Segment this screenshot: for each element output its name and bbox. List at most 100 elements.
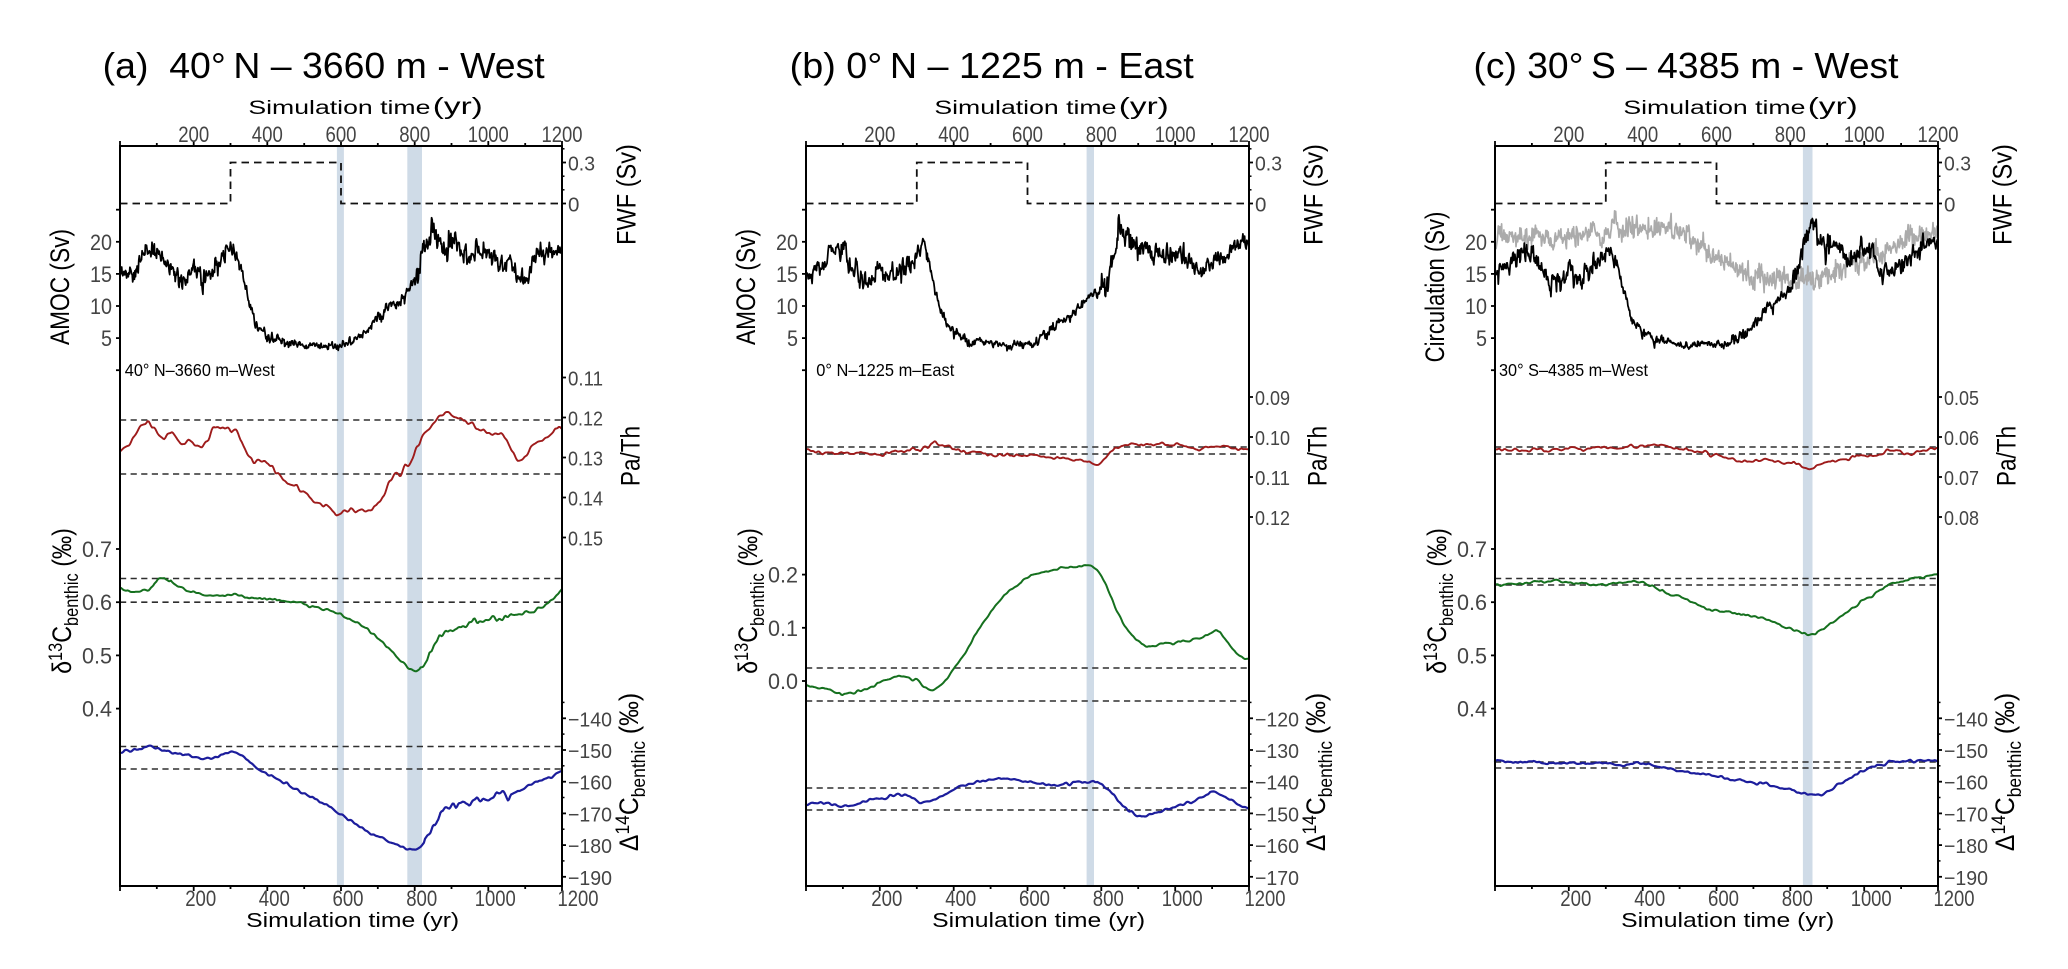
- svg-text:−170: −170: [1255, 867, 1299, 890]
- svg-text:0.06: 0.06: [1944, 427, 1979, 450]
- svg-text:200: 200: [185, 886, 216, 911]
- svg-text:Simulation time (yr): Simulation time (yr): [1621, 910, 1834, 932]
- svg-text:0.14: 0.14: [568, 488, 603, 511]
- svg-text:1000: 1000: [468, 122, 509, 147]
- svg-text:0: 0: [1944, 194, 1955, 217]
- svg-text:0.15: 0.15: [568, 528, 603, 551]
- svg-text:0.3: 0.3: [568, 153, 595, 176]
- svg-text:1200: 1200: [542, 122, 583, 147]
- svg-text:0.1: 0.1: [768, 616, 798, 641]
- svg-text:40° N–3660 m–West: 40° N–3660 m–West: [125, 360, 275, 380]
- svg-text:Simulation time: Simulation time: [248, 98, 430, 119]
- svg-text:200: 200: [1553, 122, 1584, 147]
- svg-text:−140: −140: [1944, 708, 1988, 731]
- svg-text:δ13Cbenthic (‰): δ13Cbenthic (‰): [45, 528, 82, 674]
- svg-text:1200: 1200: [1245, 886, 1286, 911]
- svg-text:20: 20: [776, 230, 798, 255]
- svg-text:0.5: 0.5: [1457, 643, 1487, 668]
- svg-text:0.12: 0.12: [1255, 507, 1290, 530]
- svg-text:0.7: 0.7: [1457, 537, 1487, 562]
- svg-text:−170: −170: [1944, 803, 1988, 826]
- svg-text:400: 400: [252, 122, 283, 147]
- svg-text:0.7: 0.7: [82, 537, 112, 562]
- svg-text:Circulation (Sv): Circulation (Sv): [1421, 212, 1451, 363]
- svg-text:Simulation time: Simulation time: [934, 98, 1116, 119]
- svg-text:200: 200: [864, 122, 895, 147]
- svg-text:−130: −130: [1255, 740, 1299, 763]
- svg-text:0.08: 0.08: [1944, 507, 1979, 530]
- svg-text:800: 800: [1093, 886, 1124, 911]
- svg-text:(c) 30° S – 4385 m - West: (c) 30° S – 4385 m - West: [1474, 45, 1899, 86]
- svg-text:(yr): (yr): [433, 93, 483, 119]
- svg-text:−160: −160: [1944, 772, 1988, 795]
- svg-text:400: 400: [938, 122, 969, 147]
- svg-text:−150: −150: [1255, 803, 1299, 826]
- svg-text:0.05: 0.05: [1944, 387, 1979, 410]
- svg-text:1000: 1000: [1844, 122, 1885, 147]
- svg-text:20: 20: [90, 230, 112, 255]
- svg-text:200: 200: [178, 122, 209, 147]
- svg-text:800: 800: [1086, 122, 1117, 147]
- svg-text:−180: −180: [1944, 835, 1988, 858]
- svg-text:200: 200: [1560, 886, 1591, 911]
- svg-text:Simulation time (yr): Simulation time (yr): [932, 910, 1145, 932]
- svg-text:0.2: 0.2: [768, 563, 798, 588]
- svg-text:(yr): (yr): [1808, 93, 1858, 119]
- svg-text:Δ14Cbenthic (‰): Δ14Cbenthic (‰): [1298, 693, 1336, 851]
- svg-text:600: 600: [326, 122, 357, 147]
- svg-text:(a) 40° N – 3660 m - West: (a) 40° N – 3660 m - West: [103, 45, 545, 86]
- svg-text:(b) 0° N – 1225 m - East: (b) 0° N – 1225 m - East: [790, 45, 1194, 86]
- svg-text:600: 600: [1019, 886, 1050, 911]
- svg-text:0.3: 0.3: [1944, 153, 1971, 176]
- svg-text:15: 15: [776, 262, 798, 287]
- svg-text:Δ14Cbenthic (‰): Δ14Cbenthic (‰): [1987, 693, 2025, 851]
- svg-text:10: 10: [90, 294, 112, 319]
- svg-text:0.0: 0.0: [768, 669, 798, 694]
- svg-text:10: 10: [1465, 294, 1487, 319]
- svg-text:5: 5: [101, 326, 112, 351]
- svg-text:800: 800: [406, 886, 437, 911]
- svg-text:400: 400: [1634, 886, 1665, 911]
- svg-text:400: 400: [259, 886, 290, 911]
- svg-text:−120: −120: [1255, 708, 1299, 731]
- svg-text:AMOC (Sv): AMOC (Sv): [45, 229, 75, 345]
- svg-text:Δ14Cbenthic (‰): Δ14Cbenthic (‰): [611, 693, 649, 851]
- svg-text:δ13Cbenthic (‰): δ13Cbenthic (‰): [731, 528, 768, 674]
- svg-text:FWF (Sv): FWF (Sv): [612, 144, 642, 245]
- svg-text:1000: 1000: [1155, 122, 1196, 147]
- svg-text:600: 600: [1708, 886, 1739, 911]
- svg-text:0° N–1225 m–East: 0° N–1225 m–East: [816, 360, 954, 380]
- svg-text:600: 600: [1701, 122, 1732, 147]
- svg-text:5: 5: [787, 326, 798, 351]
- svg-text:AMOC (Sv): AMOC (Sv): [731, 229, 761, 345]
- svg-text:(yr): (yr): [1119, 93, 1169, 119]
- svg-text:−140: −140: [1255, 772, 1299, 795]
- svg-text:1200: 1200: [1229, 122, 1270, 147]
- svg-text:1000: 1000: [1162, 886, 1203, 911]
- svg-text:0: 0: [1255, 194, 1266, 217]
- svg-text:0.4: 0.4: [1457, 697, 1487, 722]
- svg-text:10: 10: [776, 294, 798, 319]
- svg-text:15: 15: [1465, 262, 1487, 287]
- svg-text:1000: 1000: [475, 886, 516, 911]
- svg-text:0: 0: [568, 194, 579, 217]
- svg-text:−190: −190: [568, 867, 612, 890]
- svg-text:30° S–4385 m–West: 30° S–4385 m–West: [1499, 360, 1648, 380]
- svg-text:−160: −160: [1255, 835, 1299, 858]
- svg-text:Pa/Th: Pa/Th: [616, 426, 646, 486]
- svg-text:Simulation time: Simulation time: [1623, 98, 1805, 119]
- svg-text:0.12: 0.12: [568, 408, 603, 431]
- svg-text:0.5: 0.5: [82, 643, 112, 668]
- svg-text:Simulation time (yr): Simulation time (yr): [246, 910, 459, 932]
- svg-text:0.6: 0.6: [1457, 590, 1487, 615]
- svg-text:−160: −160: [568, 772, 612, 795]
- svg-text:0.09: 0.09: [1255, 387, 1290, 410]
- svg-text:600: 600: [1012, 122, 1043, 147]
- svg-text:15: 15: [90, 262, 112, 287]
- svg-text:0.07: 0.07: [1944, 467, 1979, 490]
- svg-text:−150: −150: [1944, 740, 1988, 763]
- svg-text:0.6: 0.6: [82, 590, 112, 615]
- svg-text:−140: −140: [568, 708, 612, 731]
- svg-text:400: 400: [1627, 122, 1658, 147]
- svg-text:FWF (Sv): FWF (Sv): [1988, 144, 2018, 245]
